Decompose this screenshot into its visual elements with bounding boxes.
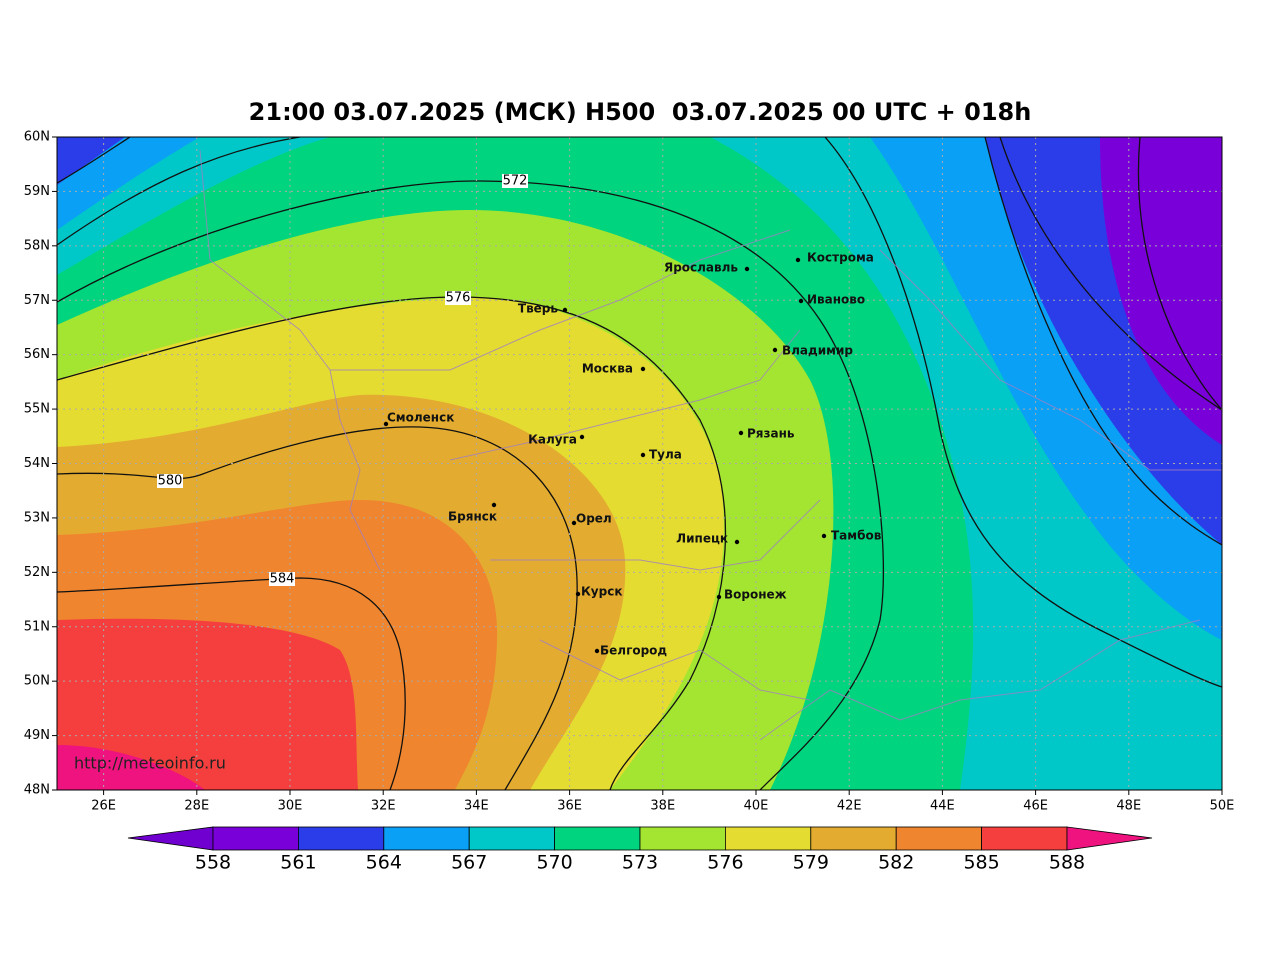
label-bg — [157, 474, 183, 488]
city-dot — [594, 648, 600, 654]
colorbar-label: 585 — [963, 852, 999, 874]
axes: 60N 59N 58N 57N 56N 55N 54N 53N 52N 51N 50N 49N 48N 2… — [24, 130, 1235, 814]
contour-labels: 572 576 580 584 — [157, 174, 528, 587]
lon-label: 44E — [930, 799, 955, 814]
label-bg — [445, 291, 471, 305]
lat-label: 60N — [24, 130, 50, 145]
city-dot — [821, 533, 827, 539]
city-label: Кострома — [807, 251, 874, 265]
colorbar-label: 564 — [366, 852, 402, 874]
contour-label: 572 — [503, 174, 528, 189]
city-label: Тверь — [518, 302, 559, 316]
lat-label: 57N — [24, 293, 50, 308]
city-dot — [640, 452, 646, 458]
city-dot — [571, 520, 577, 526]
lat-label: 50N — [24, 674, 50, 689]
lon-label: 38E — [650, 799, 675, 814]
contour-label: 584 — [270, 572, 295, 587]
city-dot — [640, 366, 646, 372]
field: 572 576 580 584 Кострома Ярославль Иваново Тве… — [57, 137, 1222, 790]
city-dot — [716, 594, 722, 600]
grid — [57, 137, 1222, 790]
label-bg — [502, 174, 528, 188]
colorbar-label: 573 — [622, 852, 658, 874]
lon-label: 34E — [464, 799, 489, 814]
city-label: Смоленск — [387, 411, 454, 425]
lat-label: 55N — [24, 402, 50, 417]
lon-label: 42E — [837, 799, 862, 814]
band — [57, 745, 205, 790]
colorbar-label: 570 — [536, 852, 572, 874]
borders — [199, 149, 1222, 741]
lat-label: 54N — [24, 456, 50, 471]
contours — [57, 137, 1222, 790]
lon-label: 30E — [278, 799, 303, 814]
city-label: Орел — [576, 512, 612, 526]
lon-label: 32E — [371, 799, 396, 814]
lat-label: 52N — [24, 565, 50, 580]
city-dot — [795, 257, 801, 263]
city-label: Липецк — [676, 532, 728, 546]
city-dot — [562, 307, 568, 313]
city-label: Иваново — [807, 293, 865, 307]
lon-label: 40E — [744, 799, 769, 814]
colorbar-label: 576 — [707, 852, 743, 874]
city-label: Белгород — [600, 644, 667, 658]
city-label: Москва — [582, 362, 633, 376]
city-dot — [383, 421, 389, 427]
colorbar-label: 567 — [451, 852, 487, 874]
contour-label: 576 — [446, 291, 471, 306]
city-dot — [579, 434, 585, 440]
lat-label: 51N — [24, 619, 50, 634]
colorbar-label: 558 — [195, 852, 231, 874]
city-label: Брянск — [448, 510, 497, 524]
city-dot — [575, 591, 581, 597]
city-label: Тамбов — [831, 529, 882, 543]
contour-label: 580 — [158, 474, 183, 489]
lon-label: 26E — [91, 799, 116, 814]
lon-label: 46E — [1023, 799, 1048, 814]
city-dot — [798, 298, 804, 304]
lat-label: 53N — [24, 510, 50, 525]
colorbar-label: 579 — [793, 852, 829, 874]
colorbar-labels: 558 561 564 567 570 573 576 579 582 585 588 — [195, 852, 1085, 874]
city-label: Курск — [581, 585, 622, 599]
city-label: Калуга — [528, 433, 577, 447]
colorbar — [127, 826, 1153, 851]
colorbar-label: 561 — [280, 852, 316, 874]
lat-label: 48N — [24, 783, 50, 798]
city-label: Ярославль — [664, 261, 738, 275]
lon-label: 36E — [557, 799, 582, 814]
band — [57, 618, 358, 790]
city-label: Рязань — [747, 427, 795, 441]
lat-label: 59N — [24, 184, 50, 199]
city-label: Тула — [649, 448, 682, 462]
city-label: Воронеж — [724, 588, 787, 602]
city-dot — [772, 347, 778, 353]
lat-label: 58N — [24, 238, 50, 253]
title: 21:00 03.07.2025 (МСК) H500 03.07.2025 0… — [249, 98, 1032, 126]
lat-label: 49N — [24, 728, 50, 743]
lon-label: 28E — [184, 799, 209, 814]
city-dot — [738, 430, 744, 436]
cities: Кострома Ярославль Иваново Тверь Владимир Мос… — [383, 251, 882, 658]
watermark: http://meteoinfo.ru — [74, 754, 226, 773]
colorbar-label: 582 — [878, 852, 914, 874]
lon-label: 50E — [1210, 799, 1235, 814]
city-label: Владимир — [782, 344, 853, 358]
lon-label: 48E — [1116, 799, 1141, 814]
city-dot — [734, 539, 740, 545]
city-dot — [744, 266, 750, 272]
label-bg — [269, 572, 295, 586]
lat-label: 56N — [24, 347, 50, 362]
city-dot — [491, 502, 497, 508]
colorbar-label: 588 — [1049, 852, 1085, 874]
